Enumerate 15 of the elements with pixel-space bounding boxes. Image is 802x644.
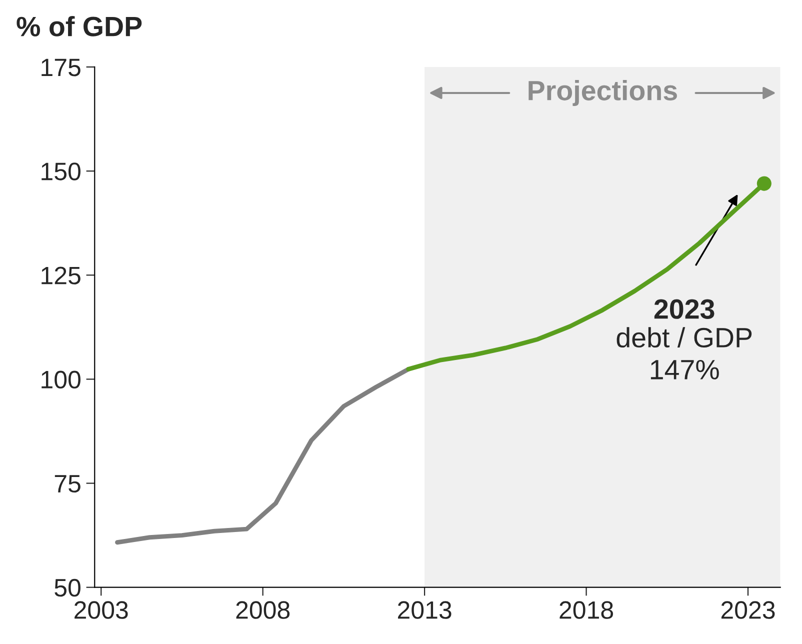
- y-tick-label: 150: [42, 162, 80, 180]
- x-tick-label: 2018: [560, 601, 613, 619]
- y-tick-label: 75: [54, 475, 80, 493]
- x-tick-label: 2013: [398, 601, 452, 619]
- y-tick-label: 50: [54, 578, 80, 597]
- x-tick-label: 2023: [721, 601, 775, 619]
- y-tick-label: 125: [42, 266, 80, 284]
- band-label: Projections: [528, 80, 677, 106]
- y-tick-label: 175: [42, 58, 80, 76]
- x-tick-label: 2003: [74, 601, 128, 619]
- line-series: [115, 366, 411, 545]
- y-axis-title: % of GDP: [16, 16, 142, 36]
- x-tick-label: 2008: [236, 601, 290, 619]
- y-tick-label: 100: [42, 370, 80, 388]
- annotation: 2023 debt / GDP 147%: [616, 299, 752, 380]
